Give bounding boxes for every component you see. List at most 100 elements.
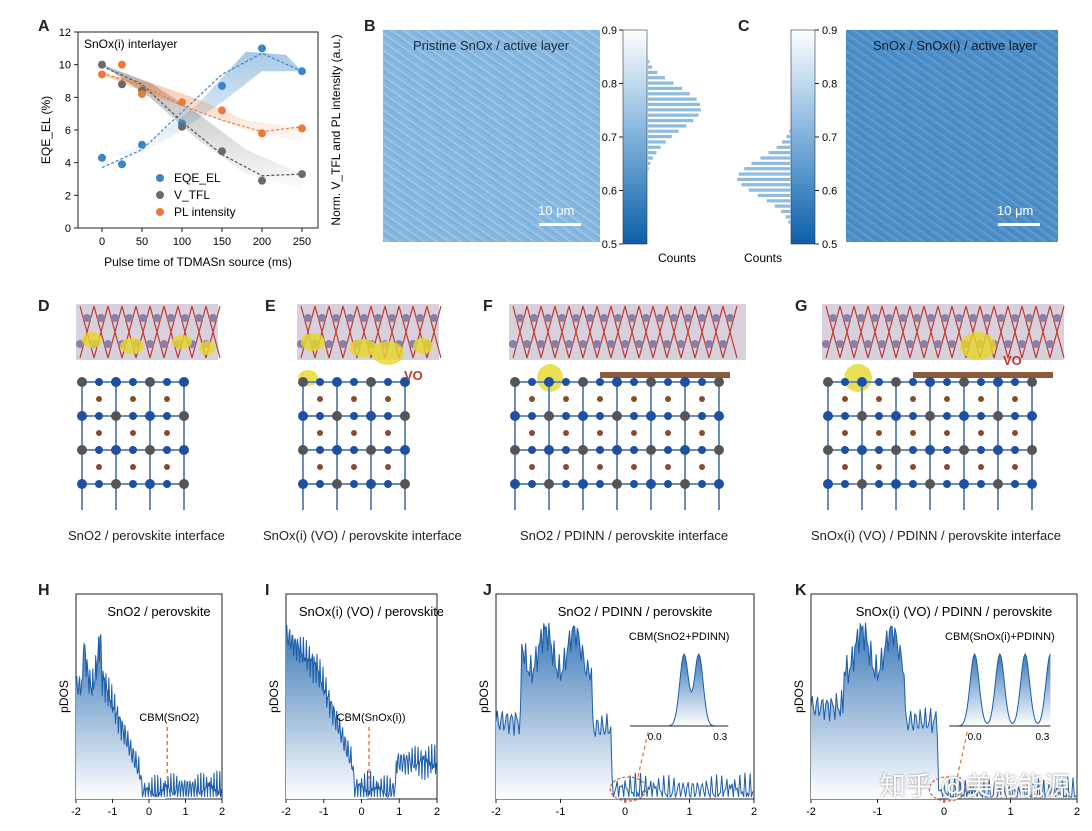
vo-label-g: VO	[1003, 353, 1022, 368]
lattice-atom	[111, 411, 121, 421]
y-tick-label: 2	[65, 190, 71, 202]
organic-cation	[130, 464, 136, 470]
sn-atom	[139, 314, 147, 322]
sn-atom	[822, 340, 830, 348]
pl-trend-band	[102, 74, 302, 144]
sn-atom	[836, 340, 844, 348]
organic-cation	[130, 396, 136, 402]
sn-atom	[125, 314, 133, 322]
histogram-bar	[647, 108, 701, 112]
lattice-atom	[943, 378, 951, 386]
organic-cation	[699, 396, 705, 402]
lattice-atom	[129, 378, 137, 386]
dos-fill	[76, 634, 166, 799]
lattice-atom	[332, 411, 342, 421]
sn-atom	[544, 314, 552, 322]
y-axis-label: pDOS	[58, 680, 71, 713]
oxide-bond	[951, 305, 967, 359]
lattice-atom	[596, 378, 604, 386]
vtfl-fit-line	[101, 65, 303, 177]
oxide-bond	[177, 305, 193, 359]
histogram-bar	[647, 102, 701, 107]
lattice-atom	[145, 411, 155, 421]
lattice-atom	[544, 411, 554, 421]
x-tick-label: 1	[396, 806, 402, 818]
organic-cation	[385, 396, 391, 402]
oxide-bond	[708, 305, 724, 359]
lattice-atom	[857, 479, 867, 489]
sn-atom	[684, 314, 692, 322]
histogram-bar	[647, 86, 683, 91]
panel-label-d: D	[38, 298, 50, 315]
charge-density-blob	[301, 333, 325, 351]
lattice-atom	[823, 377, 833, 387]
callout-arrow	[956, 731, 968, 778]
sn-atom	[726, 314, 734, 322]
lattice-atom	[562, 480, 570, 488]
sn-atom	[969, 314, 977, 322]
dos-curve	[75, 634, 223, 798]
pdos-chart-h: -2 -1 0 1 2 pDOS SnO2 / perovskite CBM(SnO2)	[58, 593, 225, 818]
y-tick-label: 0.8	[822, 79, 837, 91]
structure-e	[297, 304, 442, 510]
lattice-atom	[316, 480, 324, 488]
lattice-atom	[179, 377, 189, 387]
oxide-bond	[666, 305, 682, 359]
histogram-bar	[786, 135, 791, 139]
lattice-atom	[384, 412, 392, 420]
histogram-bar	[647, 97, 697, 101]
sn-atom	[579, 340, 587, 348]
organic-cation	[910, 430, 916, 436]
sn-atom	[1053, 314, 1061, 322]
lattice-atom	[366, 411, 376, 421]
x-tick-label: 2	[751, 806, 757, 818]
sn-atom	[551, 340, 559, 348]
lattice-atom	[562, 446, 570, 454]
lattice-atom	[596, 480, 604, 488]
histogram-bar	[647, 161, 651, 165]
y-tick-label: 0.6	[602, 186, 617, 198]
y-tick-label: 8	[65, 92, 71, 104]
lattice-atom	[977, 412, 985, 420]
oxide-bond	[993, 305, 1009, 359]
lattice-atom	[630, 480, 638, 488]
y-tick-label: 12	[59, 27, 71, 39]
lattice-atom	[909, 446, 917, 454]
inset-tick-label: 0.3	[1035, 732, 1049, 743]
oxide-bond	[79, 305, 95, 359]
oxide-bond	[909, 305, 925, 359]
organic-cation	[631, 396, 637, 402]
histogram-bar	[647, 140, 666, 144]
y-axis-label: EQE_EL (%)	[39, 96, 53, 164]
sn-atom	[586, 314, 594, 322]
lattice-atom	[77, 445, 87, 455]
oxide-bond	[624, 305, 640, 359]
x-tick-label: -1	[108, 806, 118, 818]
sn-atom	[416, 314, 424, 322]
lattice-atom	[111, 479, 121, 489]
lattice-atom	[841, 480, 849, 488]
y-tick-label: 0.9	[602, 25, 617, 37]
sn-atom	[941, 314, 949, 322]
organic-cation	[385, 464, 391, 470]
charge-density-blob	[960, 332, 996, 360]
oxide-bond	[568, 305, 584, 359]
histogram-bar	[744, 167, 791, 171]
lattice-atom	[77, 479, 87, 489]
lattice-atom	[1027, 445, 1037, 455]
data-point	[258, 44, 266, 53]
lattice-atom	[596, 412, 604, 420]
eqe-scatter-chart: 0 50 100 150 200 250 0 2 4 6 8 10 12 Pulse time of TD…	[39, 27, 343, 269]
lattice-atom	[298, 411, 308, 421]
sn-atom	[572, 314, 580, 322]
pl-fit-line	[101, 72, 303, 133]
lattice-atom	[664, 446, 672, 454]
sn-atom	[691, 340, 699, 348]
lattice-atom	[714, 411, 724, 421]
x-tick-label: 2	[219, 806, 225, 818]
sn-atom	[325, 340, 333, 348]
sn-atom	[712, 314, 720, 322]
lattice-atom	[544, 445, 554, 455]
y-tick-label: 4	[65, 158, 71, 170]
lattice-atom	[163, 446, 171, 454]
